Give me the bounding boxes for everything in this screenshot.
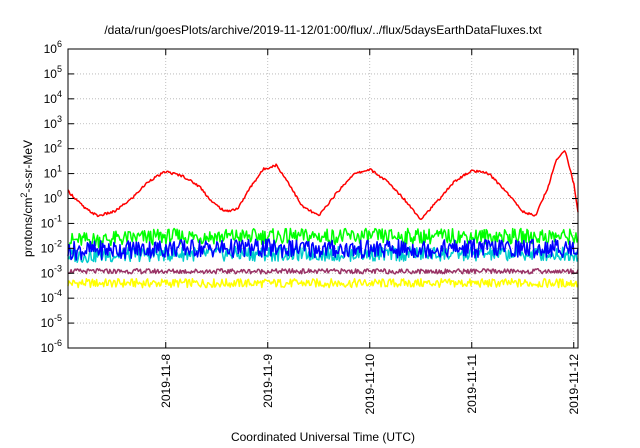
y-tick-label: 101 — [44, 164, 62, 181]
y-tick-label: 10-1 — [41, 213, 62, 230]
series-line — [67, 238, 579, 261]
y-tick-label: 10-2 — [41, 238, 62, 255]
y-tick-label: 103 — [44, 114, 62, 131]
y-tick-label: 100 — [44, 189, 62, 206]
y-tick-label: 10-6 — [41, 338, 62, 355]
x-axis-ticks: 2019-11-8 2019-11-9 2019-11-10 2019-11-11 20… — [159, 49, 581, 415]
series-line — [67, 268, 579, 275]
series-line — [67, 277, 579, 289]
x-axis-label: Coordinated Universal Time (UTC) — [231, 430, 415, 444]
x-tick-label: 2019-11-8 — [159, 354, 173, 408]
y-axis-label-rest: -s-sr-MeV — [21, 140, 35, 193]
y-axis-label-sup: 2 — [19, 193, 29, 198]
y-tick-label: 10-4 — [41, 288, 62, 305]
series-line — [67, 227, 579, 249]
y-axis-label: protons/cm2-s-sr-MeV — [19, 140, 35, 257]
y-tick-label: 10-5 — [41, 313, 62, 330]
y-axis-ticks: 10-6 10-5 10-4 10-3 10-2 10-1 100 101 102 103 104 1… — [41, 39, 578, 355]
y-axis-label-base: protons/cm — [21, 198, 35, 257]
x-tick-label: 2019-11-9 — [261, 354, 275, 408]
x-tick-label: 2019-11-10 — [363, 354, 377, 415]
series-line — [67, 150, 579, 221]
y-tick-label: 104 — [44, 89, 62, 106]
y-tick-label: 102 — [44, 139, 62, 156]
y-tick-label: 10-3 — [41, 263, 62, 280]
y-tick-label: 105 — [44, 64, 62, 81]
x-tick-label: 2019-11-11 — [465, 354, 479, 414]
x-tick-label: 2019-11-12 — [567, 354, 581, 415]
chart-title: /data/run/goesPlots/archive/2019-11-12/0… — [104, 23, 542, 37]
y-tick-label: 106 — [44, 39, 62, 56]
series-layer — [67, 150, 579, 289]
grid — [68, 49, 578, 348]
